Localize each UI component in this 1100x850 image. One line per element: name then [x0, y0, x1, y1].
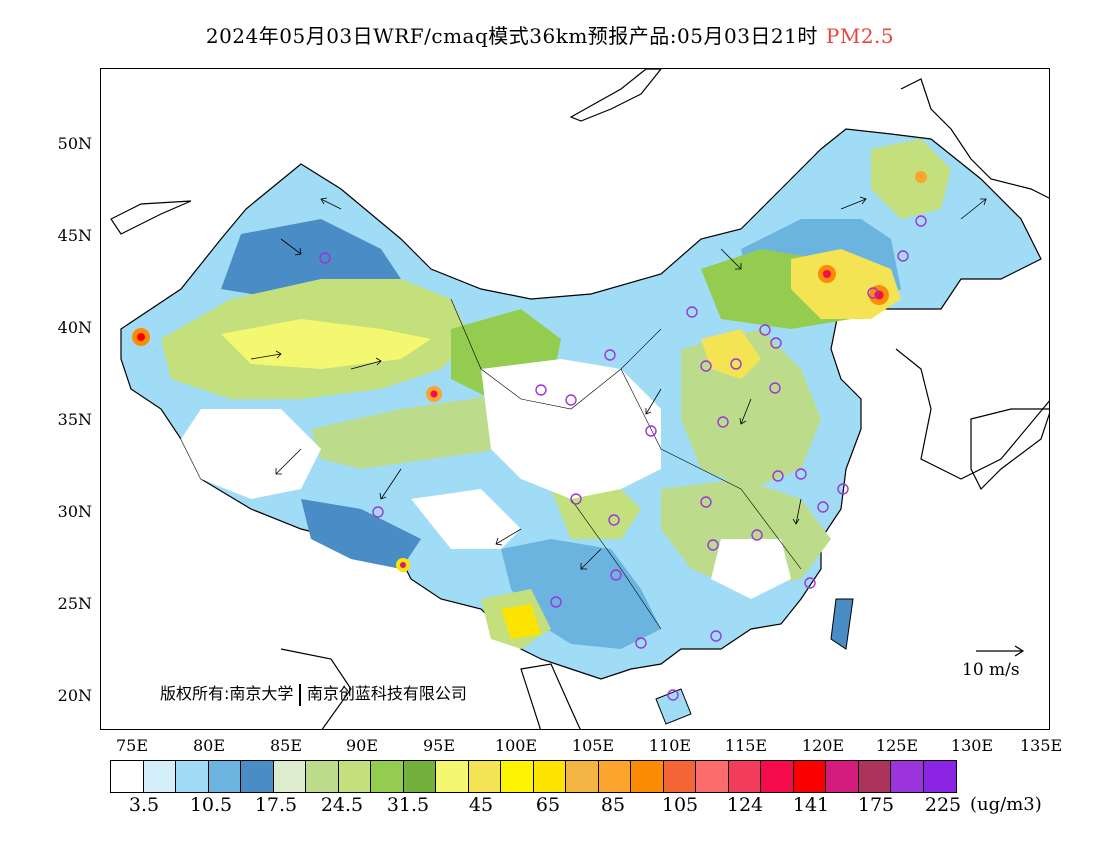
- color-legend: [110, 760, 957, 793]
- hotspot-qaidam-core: [430, 390, 438, 398]
- hotspot-shenyang-core: [874, 290, 884, 300]
- hotspot-tibet-core: [400, 562, 406, 568]
- sichuan-white: [411, 489, 521, 549]
- lon-label-75e: 75E: [115, 736, 149, 755]
- russia-coast: [900, 78, 1049, 199]
- legend-tick: 24.5: [320, 794, 364, 816]
- legend-tick: 10.5: [189, 794, 233, 816]
- tarim-yellow: [221, 319, 431, 369]
- legend-swatch: [761, 761, 794, 792]
- legend-swatch: [468, 761, 501, 792]
- legend-swatch: [663, 761, 696, 792]
- copyright-right: 南京创蓝科技有限公司: [306, 684, 467, 703]
- legend-swatch: [403, 761, 436, 792]
- legend-tick: 65: [535, 794, 561, 816]
- lon-label-95e: 95E: [422, 736, 456, 755]
- legend-tick: 175: [857, 794, 895, 816]
- copyright-text: 版权所有:南京大学 南京创蓝科技有限公司: [160, 680, 467, 706]
- province-boundaries: [450, 298, 802, 630]
- city-markers: [319, 215, 927, 701]
- yunnan-yellow: [501, 604, 541, 639]
- legend-swatch: [208, 761, 241, 792]
- legend-swatch: [566, 761, 599, 792]
- japan-coast: [970, 408, 1049, 491]
- hotspot-harbin: [915, 171, 927, 183]
- legend-tick: 45: [468, 794, 494, 816]
- lon-label-85e: 85E: [269, 736, 303, 755]
- loess-white: [481, 359, 661, 499]
- legend-unit: (ug/m3): [970, 794, 1042, 815]
- legend-swatch: [696, 761, 729, 792]
- legend-swatch: [728, 761, 761, 792]
- copyright-divider: [299, 683, 301, 706]
- hotspot-liaoning-core: [823, 270, 831, 278]
- lon-label-135e: 135E: [1020, 736, 1063, 755]
- india-coast: [280, 648, 352, 729]
- lon-label-100e: 100E: [494, 736, 538, 755]
- lat-label-40n: 40N: [57, 318, 92, 337]
- tibet-blue: [301, 499, 421, 569]
- wind-vectors: [250, 196, 987, 570]
- lat-label-25n: 25N: [57, 594, 92, 613]
- legend-swatch: [891, 761, 924, 792]
- lon-label-110e: 110E: [648, 736, 692, 755]
- chart-title: 2024年05月03日WRF/cmaq模式36km预报产品:05月03日21时 P…: [0, 20, 1100, 49]
- tibet-white: [181, 409, 321, 499]
- legend-tick: 124: [726, 794, 764, 816]
- legend-tick: 3.5: [128, 794, 160, 816]
- lat-label-50n: 50N: [57, 134, 92, 153]
- legend-swatch: [436, 761, 469, 792]
- indochina-coast: [520, 663, 581, 729]
- south-white: [711, 539, 791, 599]
- korea-coast: [895, 348, 1049, 480]
- legend-swatch: [631, 761, 664, 792]
- legend-tick: 105: [661, 794, 699, 816]
- hotspot-kashgar-core: [137, 333, 145, 341]
- lat-label-35n: 35N: [57, 410, 92, 429]
- caspian-coast: [110, 200, 192, 235]
- wind-reference-label: 10 m/s: [962, 660, 1020, 680]
- legend-swatch: [793, 761, 826, 792]
- legend-swatch: [858, 761, 891, 792]
- map-panel: [100, 68, 1050, 730]
- legend-tick: 85: [600, 794, 626, 816]
- legend-tick: 17.5: [254, 794, 298, 816]
- legend-swatch: [306, 761, 339, 792]
- lon-label-115e: 115E: [724, 736, 768, 755]
- legend-swatch: [143, 761, 176, 792]
- pm25-map: [110, 69, 1049, 729]
- legend-swatch: [241, 761, 274, 792]
- legend-tick: 225: [924, 794, 962, 816]
- beijing-yellow: [701, 329, 761, 379]
- legend-swatch: [338, 761, 371, 792]
- wind-reference-arrow: [976, 645, 1025, 657]
- lat-label-20n: 20N: [57, 686, 92, 705]
- lon-label-105e: 105E: [571, 736, 615, 755]
- copyright-left: 版权所有:南京大学: [160, 684, 294, 703]
- legend-swatch: [826, 761, 859, 792]
- lon-label-90e: 90E: [345, 736, 379, 755]
- lon-label-80e: 80E: [192, 736, 226, 755]
- lake-baikal-outline: [569, 69, 662, 122]
- pollutant-label: PM2.5: [825, 24, 895, 48]
- legend-swatch: [111, 761, 144, 792]
- lat-label-30n: 30N: [57, 502, 92, 521]
- lon-label-125e: 125E: [875, 736, 919, 755]
- title-main: 2024年05月03日WRF/cmaq模式36km预报产品:05月03日21时: [205, 24, 818, 48]
- legend-swatch: [533, 761, 566, 792]
- legend-tick: 31.5: [386, 794, 430, 816]
- legend-swatch: [923, 761, 956, 792]
- legend-swatch: [598, 761, 631, 792]
- lat-label-45n: 45N: [57, 226, 92, 245]
- legend-swatch: [176, 761, 209, 792]
- heilongjiang-green: [871, 139, 951, 219]
- legend-swatch: [371, 761, 404, 792]
- lon-label-120e: 120E: [801, 736, 845, 755]
- legend-swatch: [273, 761, 306, 792]
- taiwan-island: [830, 598, 854, 650]
- legend-tick: 141: [792, 794, 830, 816]
- hainan-island: [655, 688, 692, 725]
- lon-label-130e: 130E: [950, 736, 994, 755]
- legend-swatch: [501, 761, 534, 792]
